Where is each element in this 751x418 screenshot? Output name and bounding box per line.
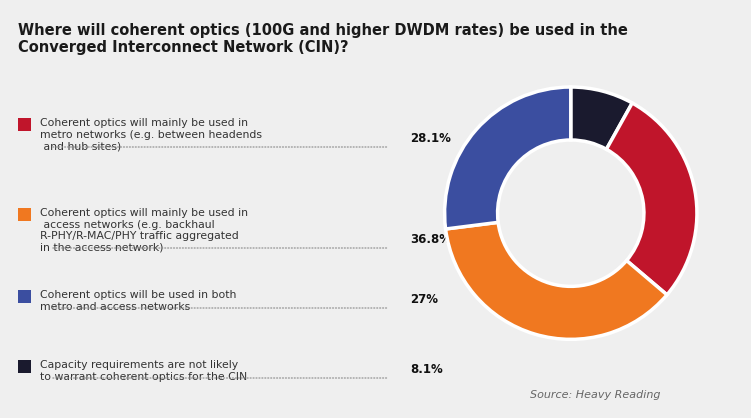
Text: Coherent optics will be used in both
metro and access networks: Coherent optics will be used in both met… (40, 290, 237, 311)
Text: Coherent optics will mainly be used in
metro networks (e.g. between headends
 an: Coherent optics will mainly be used in m… (40, 118, 262, 151)
Text: Capacity requirements are not likely
to warrant coherent optics for the CIN: Capacity requirements are not likely to … (40, 360, 251, 382)
Bar (18, 208, 31, 221)
Text: Where will coherent optics (100G and higher DWDM rates) be used in the
Converged: Where will coherent optics (100G and hig… (18, 23, 628, 56)
Wedge shape (445, 87, 571, 229)
Wedge shape (571, 87, 632, 149)
Bar (18, 118, 31, 131)
Wedge shape (445, 222, 667, 339)
Text: 8.1%: 8.1% (410, 363, 443, 376)
Text: 36.8%: 36.8% (410, 233, 451, 246)
Bar (18, 360, 31, 373)
Text: 28.1%: 28.1% (410, 132, 451, 145)
Wedge shape (606, 103, 697, 295)
Bar (18, 290, 31, 303)
Text: Source: Heavy Reading: Source: Heavy Reading (530, 390, 660, 400)
Text: Coherent optics will mainly be used in
 access networks (e.g. backhaul
R-PHY/R-M: Coherent optics will mainly be used in a… (40, 208, 248, 253)
Text: 27%: 27% (410, 293, 438, 306)
